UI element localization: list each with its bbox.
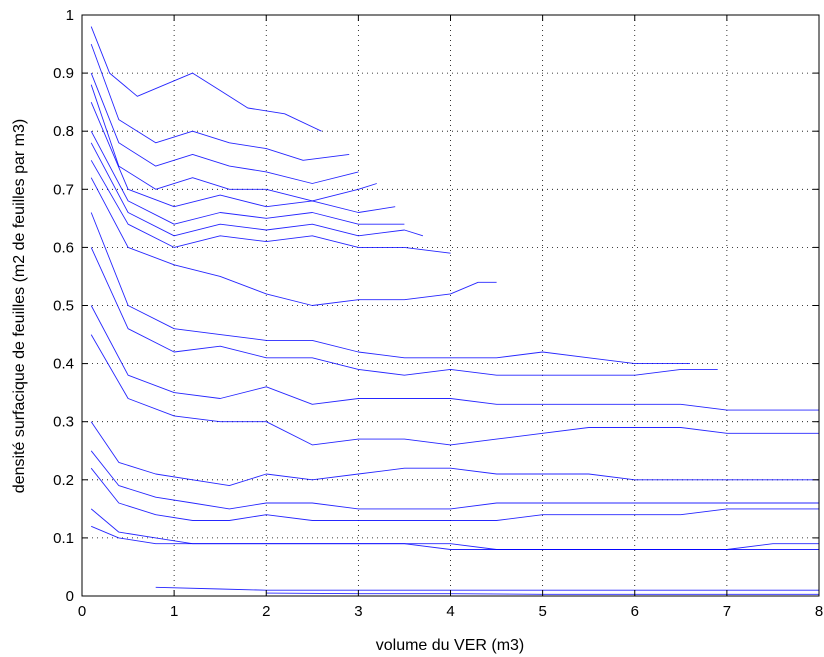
series-layer xyxy=(90,26,819,595)
series-line-1 xyxy=(90,26,322,132)
y-tick-label: 0.6 xyxy=(53,239,74,256)
x-tick-label: 1 xyxy=(170,603,178,620)
x-tick-label: 2 xyxy=(262,603,270,620)
y-tick-label: 0.7 xyxy=(53,181,74,198)
x-tick-label: 8 xyxy=(815,603,823,620)
series-line-7 xyxy=(90,142,424,237)
y-tick-label: 0 xyxy=(66,588,74,605)
x-tick-labels: 0 1 2 3 4 5 6 7 8 xyxy=(78,603,823,620)
y-tick-label: 1 xyxy=(66,7,74,24)
x-tick-label: 7 xyxy=(723,603,731,620)
series-line-6 xyxy=(90,130,405,225)
y-tick-label: 0.9 xyxy=(53,65,74,82)
x-tick-label: 0 xyxy=(78,603,86,620)
x-tick-label: 4 xyxy=(446,603,454,620)
x-axis-title: volume du VER (m3) xyxy=(376,637,525,654)
y-tick-labels: 0 0.1 0.2 0.3 0.4 0.5 0.6 0.7 0.8 0.9 1 xyxy=(53,7,74,605)
ticks xyxy=(81,14,820,597)
series-line-11 xyxy=(90,247,718,376)
series-line-14 xyxy=(90,421,819,487)
y-tick-label: 0.4 xyxy=(53,356,74,373)
grid xyxy=(82,15,819,596)
y-tick-label: 0.1 xyxy=(53,530,74,547)
series-line-19 xyxy=(155,586,819,591)
series-line-16 xyxy=(90,467,819,521)
series-line-4 xyxy=(90,84,377,202)
series-line-8 xyxy=(90,160,451,254)
y-tick-label: 0.2 xyxy=(53,472,74,489)
series-line-2 xyxy=(90,43,350,161)
series-line-12 xyxy=(90,305,819,411)
y-tick-label: 0.5 xyxy=(53,298,74,315)
series-line-15 xyxy=(90,450,819,510)
series-line-3 xyxy=(90,72,359,184)
x-tick-label: 5 xyxy=(538,603,546,620)
y-tick-label: 0.3 xyxy=(53,414,74,431)
series-line-10 xyxy=(90,212,690,365)
series-line-5 xyxy=(90,102,396,213)
series-line-18 xyxy=(91,525,819,550)
x-tick-label: 6 xyxy=(631,603,639,620)
series-line-9 xyxy=(90,177,497,306)
y-axis-title: densité surfacique de feuilles (m2 de fe… xyxy=(11,119,28,493)
x-tick-label: 3 xyxy=(354,603,362,620)
series-line-13 xyxy=(90,334,819,446)
y-tick-label: 0.8 xyxy=(53,123,74,140)
